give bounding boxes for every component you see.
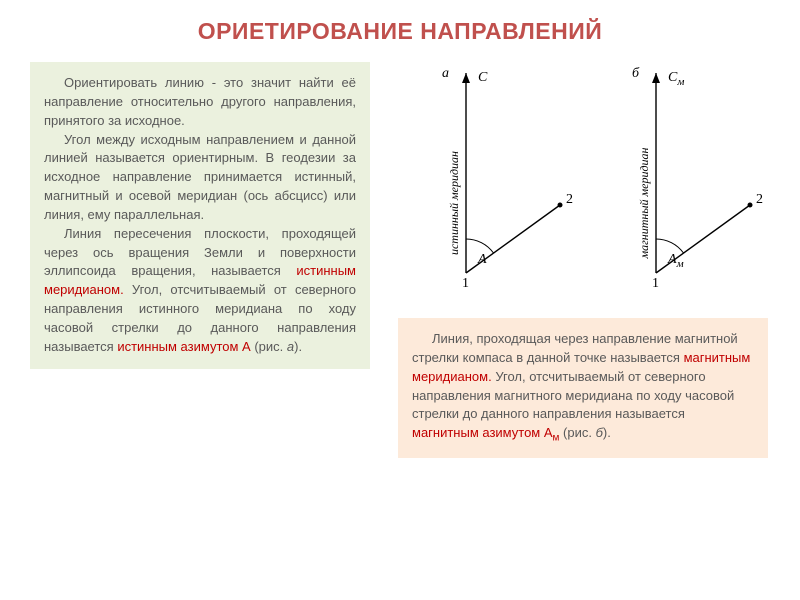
svg-text:С: С bbox=[478, 70, 488, 85]
svg-text:а: а bbox=[442, 66, 449, 81]
svg-text:1: 1 bbox=[462, 276, 469, 291]
left-para-1: Ориентировать линию - это значит найти е… bbox=[44, 74, 356, 131]
svg-text:2: 2 bbox=[566, 192, 573, 207]
right-text-block: Линия, проходящая через направление магн… bbox=[398, 318, 768, 458]
diagrams: Саистинный меридианА12Смбмагнитный мерид… bbox=[398, 55, 768, 313]
term-mag-azimuth: магнитным азимутом Ам bbox=[412, 425, 559, 440]
left-text-block: Ориентировать линию - это значит найти е… bbox=[30, 62, 370, 369]
right-para-1: Линия, проходящая через направление магн… bbox=[412, 330, 754, 446]
svg-text:истинный меридиан: истинный меридиан bbox=[447, 151, 461, 255]
diagram-svg: Саистинный меридианА12Смбмагнитный мерид… bbox=[398, 55, 768, 313]
right-p1-tail: (рис. bbox=[559, 425, 595, 440]
fig-ref-a: а bbox=[287, 339, 294, 354]
svg-text:2: 2 bbox=[756, 192, 763, 207]
svg-text:магнитный меридиан: магнитный меридиан bbox=[637, 147, 651, 259]
svg-text:1: 1 bbox=[652, 276, 659, 291]
term-true-azimuth: истинным азимутом А bbox=[117, 339, 250, 354]
left-p3-tail: (рис. bbox=[251, 339, 287, 354]
svg-text:б: б bbox=[632, 66, 640, 81]
left-para-3: Линия пересечения плоскости, проходящей … bbox=[44, 225, 356, 357]
fig-ref-b: б bbox=[596, 425, 603, 440]
left-para-2: Угол между исходным направлением и данно… bbox=[44, 131, 356, 225]
page-title: ОРИЕТИРОВАНИЕ НАПРАВЛЕНИЙ bbox=[60, 18, 740, 45]
svg-text:См: См bbox=[668, 70, 684, 88]
svg-text:А: А bbox=[477, 252, 487, 267]
